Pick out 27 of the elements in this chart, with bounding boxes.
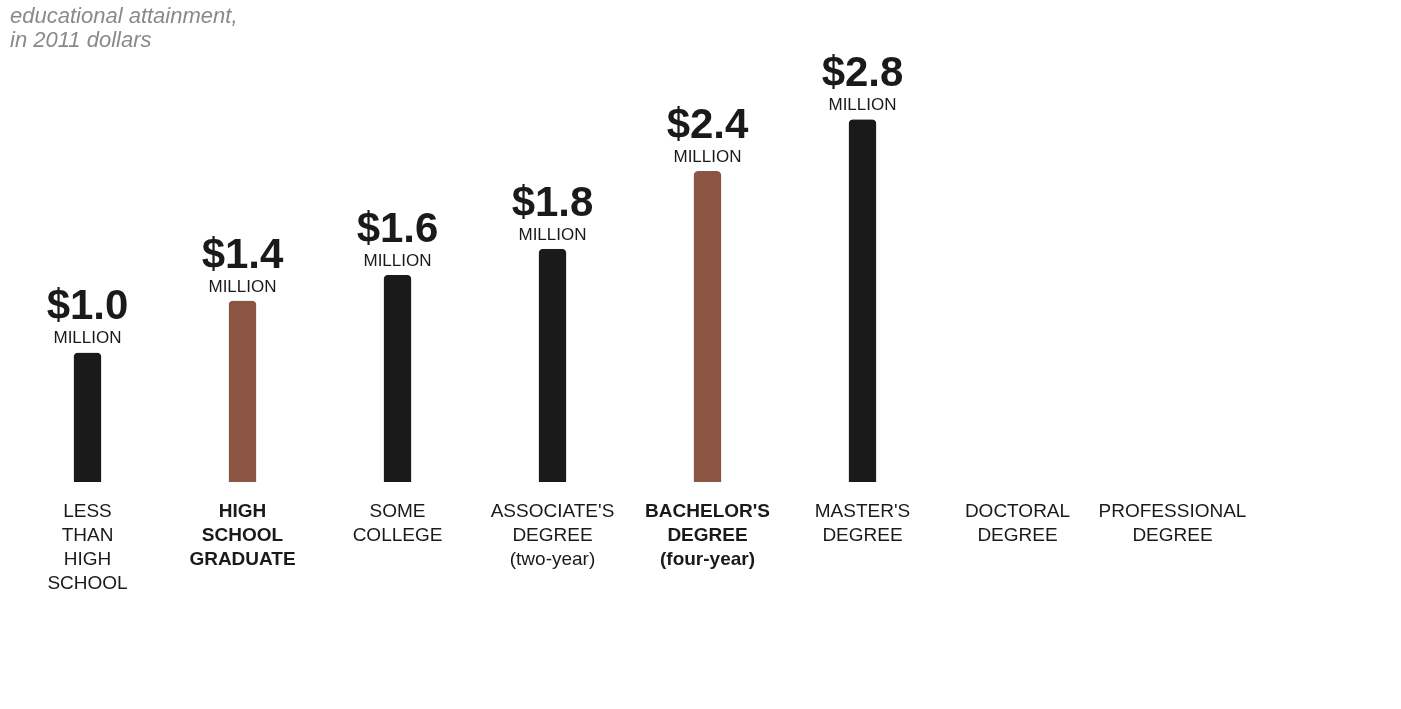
x-tick-label: PROFESSIONAL DEGREE — [1098, 500, 1247, 545]
chart-subtitle: educational attainment, in 2011 dollars — [10, 3, 238, 53]
x-tick-label: HIGH SCHOOL GRADUATE — [189, 500, 296, 569]
bar — [538, 248, 567, 482]
annotation: MILLION — [53, 328, 122, 348]
bar — [848, 119, 877, 482]
data-label: $2.4 — [666, 100, 750, 147]
annotation: MILLION — [208, 276, 277, 296]
data-label: $1.4 — [201, 229, 285, 277]
x-tick-label: MASTER'S DEGREE — [814, 500, 911, 545]
x-tick-label: SOME COLLEGE — [352, 500, 443, 545]
annotation: MILLION — [673, 147, 742, 166]
data-label: $2.8 — [821, 48, 904, 96]
data-label: $1.0 — [46, 281, 129, 329]
annotation: MILLION — [828, 95, 897, 115]
annotation: MILLION — [518, 224, 587, 244]
data-label: $1.8 — [511, 177, 594, 225]
x-tick-label: DOCTORAL DEGREE — [964, 500, 1071, 545]
annotation: MILLION — [363, 250, 432, 270]
bar — [73, 352, 102, 482]
x-tick-label: BACHELOR'S DEGREE (four-year) — [645, 500, 770, 569]
bar — [383, 274, 412, 482]
data-label: $1.6 — [356, 203, 439, 251]
x-tick-label: ASSOCIATE'S DEGREE (two-year) — [490, 500, 615, 569]
bar — [228, 300, 257, 482]
x-tick-label: LESS THAN HIGH SCHOOL — [47, 500, 128, 593]
bar — [693, 171, 722, 482]
